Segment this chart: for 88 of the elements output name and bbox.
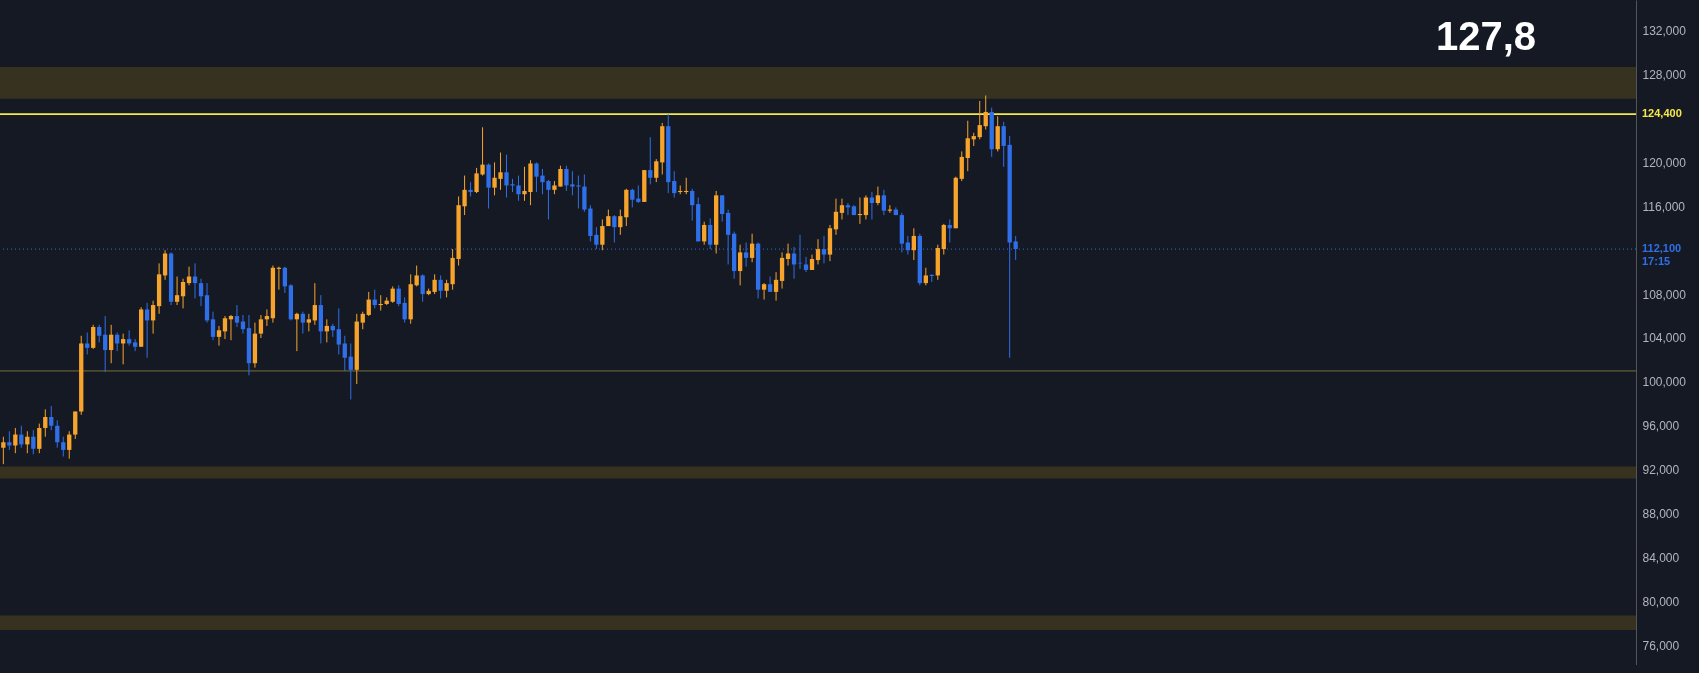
candlestick [983,94,988,130]
candlestick [37,423,42,454]
candlestick [414,265,419,287]
candlestick [73,411,78,440]
candlestick [773,271,779,302]
candlestick [300,311,306,335]
y-tick-label: 104,000 [1642,331,1687,346]
candlestick [1,436,6,465]
candlestick [803,256,809,273]
candlestick [348,342,353,400]
candlestick [612,214,617,244]
candlestick [672,170,677,199]
candlestick [881,189,887,216]
candlestick [55,419,60,449]
candlestick [258,314,264,339]
candlestick [648,136,653,185]
candlestick [690,188,695,222]
ref-line-label: 124,400 [1642,107,1682,120]
y-tick-label: 76,000 [1642,638,1680,653]
candlestick [815,238,821,265]
candlestick [654,158,659,183]
candlestick [174,276,180,306]
candlestick [438,274,443,299]
candlestick [977,100,982,140]
candlestick [737,244,743,286]
candlestick [180,278,186,309]
candlestick [965,120,970,172]
candlestick [49,405,54,431]
candlestick [342,335,347,372]
text: 17:15 [1642,255,1671,268]
candlestick [486,163,491,209]
candlestick [312,282,317,326]
candlestick [600,218,605,251]
candlestick [234,304,240,328]
y-tick-label: 108,000 [1642,287,1687,302]
ref-line-label: 112,100 [1642,242,1682,255]
candlestick [7,430,12,451]
candlestick [911,227,916,261]
candlestick [67,430,72,460]
candlestick [216,325,222,347]
annotation: 127,8 [1436,14,1537,58]
candlestick [210,311,216,341]
candlestick [13,427,18,454]
candlestick [103,315,108,373]
candlestick [282,266,288,294]
y-tick-label: 100,000 [1642,375,1687,390]
candlestick [109,324,114,364]
candlestick [1001,121,1006,168]
candlestick [516,175,521,202]
candlestick [839,198,845,220]
candlestick [91,324,96,350]
candlestick [959,150,964,182]
candlestick [162,249,168,281]
candlestick [720,194,725,223]
candlestick [132,338,138,352]
candlestick [85,332,90,355]
candlestick [995,115,1000,152]
candlestick [61,436,66,457]
candlestick [618,209,623,236]
y-tick-label: 92,000 [1642,463,1680,478]
candlestick [725,209,731,265]
candlestick [402,296,407,324]
candlestick [396,284,401,307]
candlestick [420,273,425,303]
candlestick [336,307,341,355]
y-tick-label: 84,000 [1642,550,1680,565]
candlestick [875,186,881,206]
candlestick [198,278,204,307]
candlestick [366,291,371,317]
y-tick-label: 88,000 [1642,507,1680,522]
candlestick [150,300,156,335]
candlestick [222,315,228,340]
y-tick-label: 80,000 [1642,594,1680,609]
candlestick [749,233,755,263]
candlestick [43,408,48,438]
candlestick [779,251,785,290]
candlestick [785,243,791,267]
y-tick-label: 128,000 [1642,68,1687,83]
y-tick-label: 132,000 [1642,24,1687,39]
candlestick [144,302,150,359]
candlestick [702,221,707,246]
candlestick [761,282,767,301]
candlestick [767,276,773,293]
y-tick-label: 96,000 [1642,419,1680,434]
candlestick [630,188,635,208]
candlestick [31,429,36,455]
y-tick-label: 120,000 [1642,155,1687,170]
y-tick-label: 116,000 [1642,199,1686,214]
